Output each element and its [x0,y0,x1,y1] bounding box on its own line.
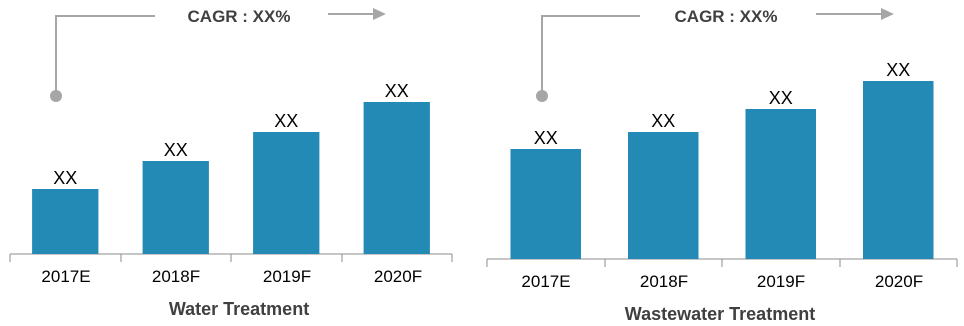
data-label-2017E: XX [534,128,558,148]
bar-2020F [863,81,934,259]
tick-label-2018F: 2018F [152,267,200,286]
cagr-start-dot [536,90,548,102]
cagr-bracket-line [541,15,640,96]
tick-label-2017E: 2017E [521,272,570,291]
cagr-start-dot [50,90,62,102]
chart-wastewater-treatment: CAGR : XX% XX XX XX XX 2017E 2018F 2019F… [486,7,958,324]
chart-title: Wastewater Treatment [625,304,815,324]
cagr-bracket-line [55,15,155,96]
bar-2018F [628,132,699,259]
cagr-arrow-head-icon [881,8,894,20]
bar-2019F [253,132,320,254]
chart-water-treatment: CAGR : XX% XX XX XX XX 2017E 2018F 2019F… [9,7,453,319]
tick-label-2017E: 2017E [41,267,90,286]
data-label-2019F: XX [769,88,793,108]
cagr-connector-water: CAGR : XX% [50,7,386,102]
bar-2017E [32,189,99,254]
x-axis-ticks [9,254,453,262]
x-axis-ticks [486,259,958,267]
tick-label-2020F: 2020F [374,267,422,286]
data-label-2020F: XX [886,60,910,80]
tick-label-2020F: 2020F [875,272,923,291]
data-label-2018F: XX [164,140,188,160]
bar-2018F [142,161,209,254]
bar-2020F [363,102,430,254]
chart-title: Water Treatment [169,299,309,319]
data-label-2020F: XX [385,81,409,101]
tick-label-2019F: 2019F [263,267,311,286]
bar-2017E [510,149,581,259]
cagr-label: CAGR : XX% [675,7,778,26]
cagr-arrow-head-icon [373,8,386,20]
tick-label-2018F: 2018F [640,272,688,291]
data-label-2018F: XX [651,111,675,131]
cagr-connector-wastewater: CAGR : XX% [536,7,894,102]
tick-label-2019F: 2019F [757,272,805,291]
data-label-2019F: XX [274,111,298,131]
bar-2019F [745,109,816,259]
cagr-label: CAGR : XX% [188,7,291,26]
data-label-2017E: XX [53,168,77,188]
